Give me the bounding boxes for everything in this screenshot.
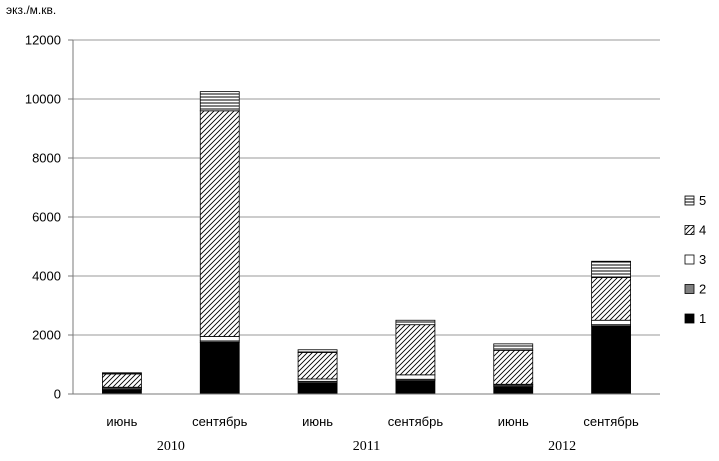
x-tick-labels: июнь сентябрь июнь сентябрь июнь сентябрь bbox=[106, 414, 639, 429]
x-tick-label: июнь bbox=[302, 414, 333, 429]
year-label: 2012 bbox=[548, 439, 576, 454]
bar-segment-series-4-cat-3 bbox=[395, 324, 436, 376]
legend-label-series-1: 1 bbox=[699, 311, 706, 326]
x-tick-label: июнь bbox=[498, 414, 529, 429]
bar-segment-series-3-cat-5 bbox=[591, 319, 631, 326]
legend-swatch-series-1 bbox=[684, 313, 695, 324]
gridlines bbox=[73, 39, 660, 336]
legend: 5 4 3 2 1 bbox=[684, 193, 706, 326]
legend-swatch-series-4 bbox=[684, 225, 695, 235]
y-tick-label: 2000 bbox=[32, 328, 61, 343]
bar-segment-series-4-cat-5 bbox=[591, 277, 631, 321]
legend-label-series-4: 4 bbox=[699, 223, 706, 238]
y-tick-label: 0 bbox=[54, 387, 61, 402]
legend-label-series-2: 2 bbox=[699, 282, 706, 297]
bar-segment-series-4-cat-0 bbox=[102, 373, 142, 388]
y-tick-label: 6000 bbox=[32, 210, 61, 225]
bar-segment-series-1-cat-0 bbox=[102, 389, 142, 395]
legend-swatch-series-5 bbox=[684, 195, 695, 206]
bar-segment-series-5-cat-1 bbox=[199, 91, 240, 112]
year-labels: 2010 2011 2012 bbox=[157, 439, 576, 454]
bar-segment-series-1-cat-3 bbox=[395, 380, 436, 395]
bar-segment-series-5-cat-4 bbox=[493, 343, 534, 351]
y-axis-label: экз./м.кв. bbox=[6, 3, 56, 17]
x-tick-label: сентябрь bbox=[388, 414, 444, 429]
bar-segment-series-3-cat-3 bbox=[395, 374, 436, 380]
bar-segment-series-5-cat-2 bbox=[297, 349, 338, 353]
x-tick-label: сентябрь bbox=[192, 414, 248, 429]
year-label: 2011 bbox=[353, 439, 380, 454]
bar-segment-series-1-cat-2 bbox=[297, 382, 338, 395]
y-tick-label: 12000 bbox=[25, 33, 61, 48]
legend-label-series-3: 3 bbox=[699, 252, 706, 267]
y-tick-label: 8000 bbox=[32, 151, 61, 166]
year-label: 2010 bbox=[157, 439, 185, 454]
y-tick-label: 4000 bbox=[32, 269, 61, 284]
y-tick-label: 10000 bbox=[25, 92, 61, 107]
bar-segment-series-4-cat-1 bbox=[199, 110, 240, 337]
legend-swatch-series-3 bbox=[684, 254, 695, 265]
legend-label-series-5: 5 bbox=[699, 193, 706, 208]
x-tick-label: июнь bbox=[106, 414, 137, 429]
bar-segment-series-5-cat-3 bbox=[395, 319, 436, 326]
bar-segment-series-3-cat-1 bbox=[199, 336, 240, 342]
bar-segment-series-1-cat-5 bbox=[591, 325, 631, 395]
bar-segment-series-4-cat-2 bbox=[297, 352, 338, 380]
bar-segment-series-1-cat-1 bbox=[199, 341, 240, 395]
bar-segment-series-5-cat-5 bbox=[591, 260, 631, 278]
bar-segment-series-1-cat-4 bbox=[493, 386, 534, 395]
x-tick-label: сентябрь bbox=[583, 414, 639, 429]
bars bbox=[102, 91, 631, 395]
bar-segment-series-5-cat-0 bbox=[102, 372, 142, 375]
legend-swatch-series-2 bbox=[684, 284, 695, 294]
bar-segment-series-4-cat-4 bbox=[493, 349, 534, 385]
y-tick-labels: 0 2000 4000 6000 8000 10000 12000 bbox=[25, 33, 61, 402]
axes bbox=[68, 39, 660, 395]
